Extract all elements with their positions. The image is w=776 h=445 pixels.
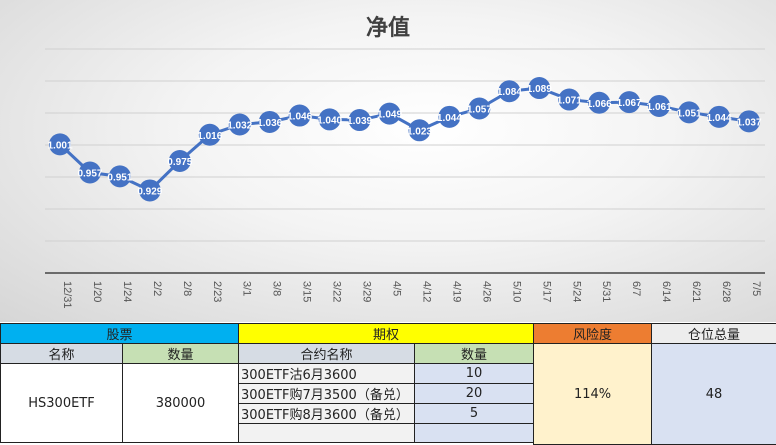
data-point — [49, 133, 71, 156]
x-tick-label: 3/22 — [331, 281, 343, 302]
stock-qty: 380000 — [121, 363, 240, 443]
x-tick-label: 3/15 — [301, 281, 313, 302]
data-label: 1.039 — [347, 116, 372, 127]
x-tick-label: 3/29 — [361, 281, 373, 302]
x-tick-label: 3/8 — [271, 281, 283, 296]
option-name: 300ETF购8月3600（备兑） — [238, 403, 416, 424]
chart-area: 净值 1.001 0.957 0.951 0.929 0.975 1.016 1.032 1.… — [0, 0, 776, 322]
data-point — [558, 88, 581, 111]
data-label: 1.036 — [257, 118, 282, 129]
data-point — [198, 123, 221, 146]
data-label: 1.084 — [497, 87, 522, 98]
risk-value: 114% — [533, 343, 653, 445]
line-chart: 1.001 0.957 0.951 0.929 0.975 1.016 1.032 1.036… — [45, 48, 765, 309]
data-point — [498, 80, 521, 103]
position-value: 48 — [651, 343, 776, 445]
data-label: 1.089 — [527, 84, 552, 95]
data-label: 1.057 — [467, 105, 492, 116]
x-tick-label: 4/5 — [391, 281, 403, 296]
option-header: 期权 — [238, 323, 535, 344]
data-point — [408, 119, 431, 142]
x-tick-label: 6/28 — [720, 281, 732, 302]
data-label: 1.044 — [437, 113, 462, 124]
x-tick-label: 7/5 — [750, 281, 762, 296]
x-tick-label: 4/19 — [450, 281, 462, 302]
data-label: 1.040 — [317, 115, 342, 126]
chart-title: 净值 — [365, 16, 410, 41]
data-label: 1.016 — [197, 131, 222, 142]
data-label: 0.929 — [137, 186, 162, 197]
data-point — [618, 91, 641, 114]
data-label: 1.044 — [707, 113, 732, 124]
x-tick-label: 12/31 — [61, 281, 73, 309]
data-label: 1.049 — [377, 110, 402, 121]
x-tick-label: 1/24 — [121, 281, 133, 302]
x-tick-label: 2/2 — [151, 281, 163, 296]
data-point — [708, 105, 731, 128]
data-point — [468, 97, 491, 120]
x-tick-label: 6/14 — [660, 281, 672, 302]
portfolio-table: 股票 期权 风险度 仓位总量 名称 数量 合约名称 数量 114% 48 HS3… — [0, 323, 776, 445]
data-point — [528, 77, 551, 100]
option-qty: 10 — [414, 363, 535, 384]
data-point — [588, 91, 611, 114]
x-tick-label: 5/17 — [540, 281, 552, 302]
data-point — [78, 161, 101, 184]
data-label: 1.046 — [287, 112, 312, 123]
data-label: 0.951 — [107, 172, 132, 183]
stock-header: 股票 — [0, 323, 240, 344]
data-point — [738, 110, 760, 133]
data-point — [378, 102, 401, 125]
data-point — [138, 179, 161, 202]
data-label: 1.001 — [47, 140, 72, 151]
empty-cell — [238, 423, 416, 443]
data-label: 0.957 — [77, 169, 102, 180]
x-tick-label: 5/31 — [600, 281, 612, 302]
x-tick-label: 5/24 — [570, 281, 582, 302]
option-name: 300ETF沽6月3600 — [238, 363, 416, 384]
x-tick-label: 6/21 — [690, 281, 702, 302]
contract-col: 合约名称 — [238, 343, 416, 364]
data-label: 1.066 — [587, 99, 612, 110]
option-qty: 5 — [414, 403, 535, 424]
stock-name-col: 名称 — [0, 343, 123, 364]
data-point — [288, 104, 311, 127]
x-tick-label: 4/12 — [420, 281, 432, 302]
data-label: 1.061 — [647, 102, 672, 113]
data-point — [348, 109, 371, 132]
x-tick-label: 2/8 — [181, 281, 193, 296]
data-label: 0.975 — [167, 157, 192, 168]
data-point — [438, 105, 461, 128]
data-point — [108, 165, 131, 188]
data-label: 1.032 — [227, 121, 252, 132]
x-tick-label: 1/20 — [91, 281, 103, 302]
data-label: 1.071 — [557, 96, 582, 107]
stock-name: HS300ETF — [0, 363, 123, 443]
empty-cell — [414, 423, 535, 443]
data-point — [258, 110, 281, 133]
data-label: 1.067 — [617, 98, 642, 109]
data-label: 1.051 — [677, 108, 702, 119]
x-tick-label: 2/23 — [211, 281, 223, 302]
option-name: 300ETF购7月3500（备兑） — [238, 383, 416, 404]
data-point — [318, 108, 341, 131]
x-tick-label: 3/1 — [241, 281, 253, 296]
data-point — [168, 150, 191, 172]
risk-header: 风险度 — [533, 323, 653, 344]
data-point — [648, 94, 671, 117]
data-point — [228, 113, 251, 136]
option-qty: 20 — [414, 383, 535, 404]
x-tick-label: 4/26 — [480, 281, 492, 302]
option-qty-col: 数量 — [414, 343, 535, 364]
x-tick-label: 5/10 — [510, 281, 522, 302]
spacer — [1, 443, 534, 445]
position-header: 仓位总量 — [651, 323, 776, 344]
data-label: 1.023 — [407, 126, 432, 137]
x-tick-label: 6/7 — [630, 281, 642, 296]
stock-qty-col: 数量 — [121, 343, 240, 364]
data-label: 1.037 — [736, 117, 761, 128]
data-point — [678, 101, 701, 124]
